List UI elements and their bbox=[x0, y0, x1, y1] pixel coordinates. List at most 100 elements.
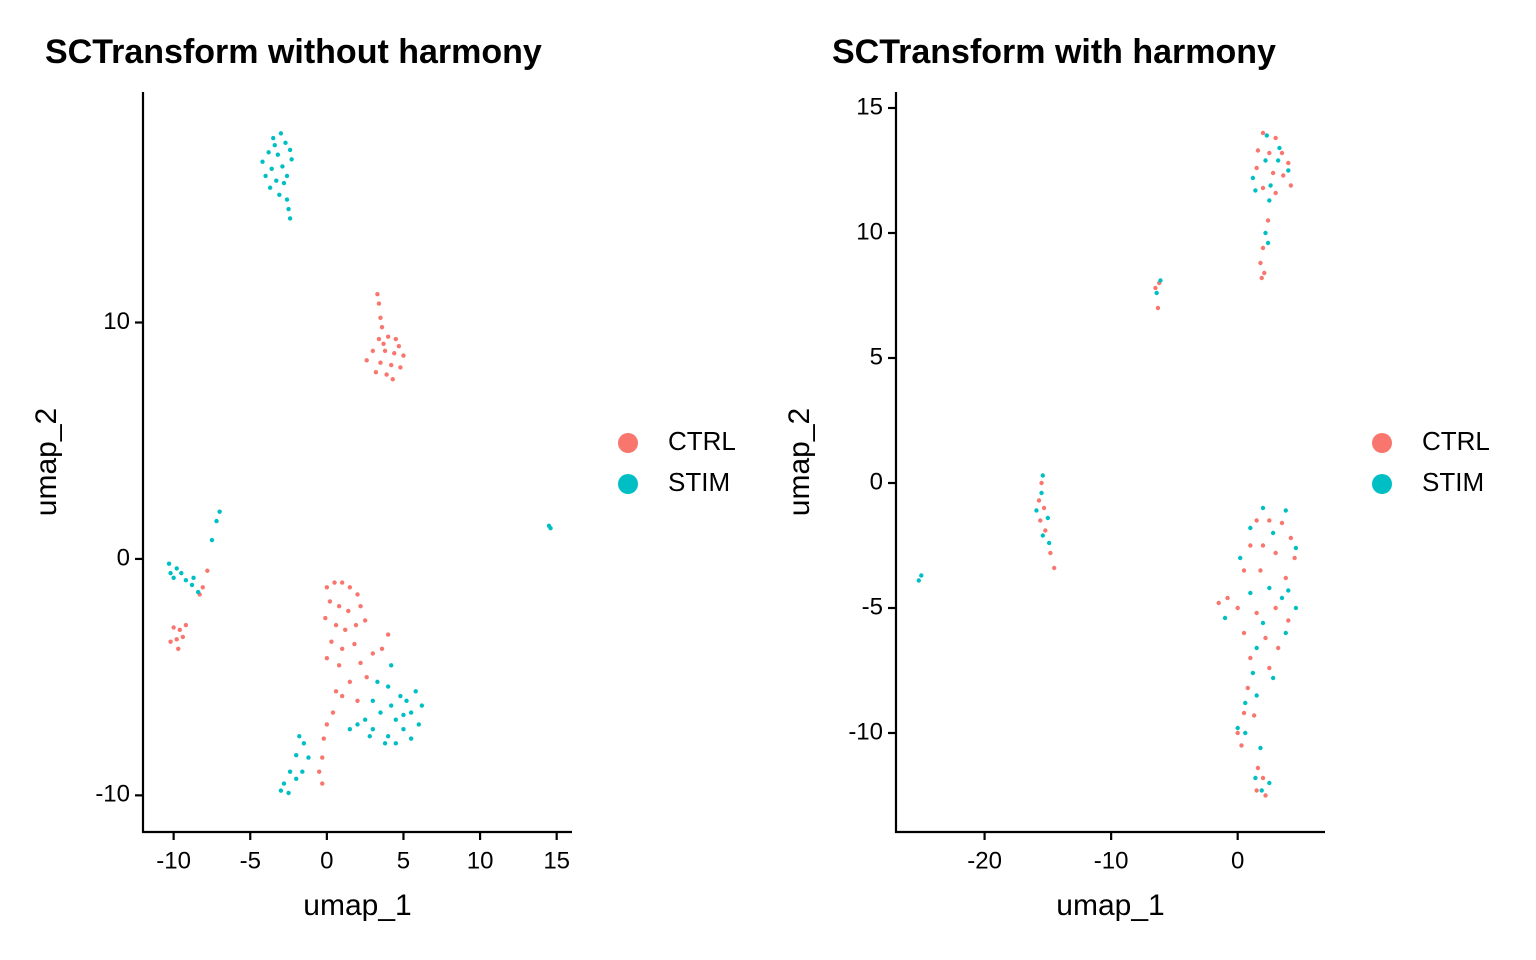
point bbox=[1235, 730, 1240, 736]
point bbox=[287, 147, 293, 153]
point bbox=[320, 781, 325, 786]
point bbox=[300, 769, 305, 774]
point bbox=[1216, 600, 1221, 606]
point bbox=[353, 622, 359, 628]
point bbox=[1254, 693, 1259, 698]
point bbox=[382, 741, 388, 746]
point bbox=[171, 625, 176, 630]
y-tick-label: 0 bbox=[870, 468, 883, 495]
point bbox=[358, 604, 363, 609]
point bbox=[1273, 605, 1278, 611]
point bbox=[1260, 185, 1266, 191]
x-tick-label: 5 bbox=[397, 847, 410, 874]
y-tick-label: -10 bbox=[848, 718, 883, 745]
y-tick-label: 10 bbox=[103, 308, 130, 335]
point bbox=[379, 325, 385, 330]
point bbox=[1259, 788, 1264, 793]
point bbox=[1248, 543, 1253, 548]
point bbox=[324, 656, 330, 661]
point bbox=[362, 618, 368, 623]
point bbox=[294, 752, 299, 758]
point bbox=[370, 726, 376, 732]
point bbox=[355, 592, 360, 597]
point bbox=[287, 216, 293, 221]
point bbox=[1253, 188, 1258, 193]
point bbox=[1260, 543, 1266, 548]
y-axis-title: umap_2 bbox=[783, 408, 816, 516]
point bbox=[1286, 618, 1291, 623]
point bbox=[381, 341, 386, 346]
chart-title: SCTransform with harmony bbox=[832, 33, 1276, 71]
point bbox=[329, 639, 334, 644]
legend-marker bbox=[1372, 433, 1392, 453]
chart-title: SCTransform without harmony bbox=[45, 33, 542, 71]
point bbox=[1263, 793, 1268, 798]
point bbox=[1270, 170, 1276, 176]
point bbox=[1258, 260, 1263, 266]
point bbox=[339, 580, 345, 585]
point bbox=[358, 660, 363, 666]
point bbox=[1279, 150, 1285, 156]
point bbox=[1222, 615, 1228, 621]
point bbox=[1041, 505, 1047, 511]
legend-label: STIM bbox=[1422, 467, 1484, 497]
point bbox=[274, 178, 279, 183]
legend-label: STIM bbox=[668, 467, 730, 497]
point bbox=[1245, 685, 1251, 691]
point bbox=[289, 157, 294, 162]
point bbox=[1235, 725, 1240, 731]
point bbox=[916, 578, 921, 583]
point bbox=[419, 703, 425, 708]
point bbox=[1260, 775, 1266, 781]
point bbox=[189, 582, 195, 588]
point bbox=[1038, 518, 1043, 523]
point bbox=[260, 159, 265, 164]
point bbox=[324, 722, 330, 727]
point bbox=[389, 663, 394, 668]
point bbox=[297, 734, 302, 739]
point bbox=[1258, 568, 1263, 573]
point bbox=[1259, 275, 1264, 281]
point bbox=[1283, 575, 1288, 581]
point bbox=[416, 722, 421, 727]
point bbox=[1241, 630, 1247, 636]
point bbox=[1153, 285, 1158, 291]
point bbox=[1286, 168, 1291, 173]
point bbox=[1275, 158, 1281, 163]
y-tick-label: -5 bbox=[862, 593, 883, 620]
point bbox=[332, 580, 337, 585]
point bbox=[294, 776, 299, 782]
point bbox=[1045, 515, 1051, 521]
point bbox=[352, 641, 357, 647]
point bbox=[389, 362, 394, 368]
point bbox=[1250, 670, 1256, 676]
point bbox=[373, 369, 379, 375]
point bbox=[339, 646, 345, 651]
point bbox=[1034, 508, 1039, 513]
point bbox=[174, 566, 179, 571]
point bbox=[370, 698, 376, 703]
point bbox=[168, 639, 173, 644]
point bbox=[1239, 743, 1244, 748]
point bbox=[1040, 533, 1045, 538]
point bbox=[321, 736, 326, 741]
point bbox=[183, 622, 189, 628]
point bbox=[346, 608, 351, 614]
point bbox=[1051, 565, 1057, 571]
point bbox=[323, 615, 328, 621]
point bbox=[1258, 745, 1263, 751]
point bbox=[1267, 150, 1272, 156]
point bbox=[166, 561, 172, 566]
point bbox=[408, 736, 414, 741]
point bbox=[378, 710, 383, 715]
point bbox=[393, 717, 399, 722]
point bbox=[306, 755, 311, 760]
point bbox=[1046, 540, 1052, 546]
point bbox=[362, 717, 368, 722]
point bbox=[177, 627, 182, 633]
y-tick-label: 15 bbox=[856, 93, 883, 120]
point bbox=[1254, 518, 1259, 523]
x-tick-label: -20 bbox=[967, 847, 1002, 874]
x-axis-title: umap_1 bbox=[303, 889, 411, 922]
